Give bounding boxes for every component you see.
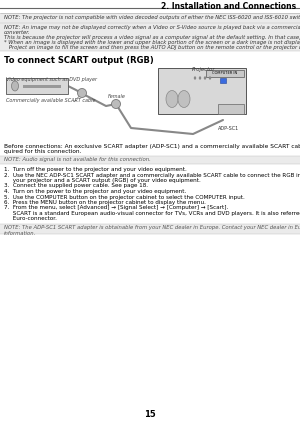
- Text: Euro-connector.: Euro-connector.: [4, 217, 57, 221]
- Circle shape: [112, 100, 121, 109]
- Text: NOTE: The ADP-SC1 SCART adapter is obtainable from your NEC dealer in Europe. Co: NOTE: The ADP-SC1 SCART adapter is obtai…: [4, 226, 300, 231]
- Text: SCART is a standard European audio-visual connector for TVs, VCRs and DVD player: SCART is a standard European audio-visua…: [4, 211, 300, 216]
- Text: 5.  Use the COMPUTER button on the projector cabinet to select the COMPUTER inpu: 5. Use the COMPUTER button on the projec…: [4, 195, 245, 200]
- Text: converter.: converter.: [4, 30, 31, 35]
- Text: 3.  Connect the supplied power cable. See page 18.: 3. Connect the supplied power cable. See…: [4, 184, 148, 189]
- Text: To connect SCART output (RGB): To connect SCART output (RGB): [4, 56, 154, 65]
- Text: 2. Installation and Connections: 2. Installation and Connections: [161, 2, 296, 11]
- Circle shape: [77, 89, 86, 98]
- Text: 1.  Turn off the power to the projector and your video equipment.: 1. Turn off the power to the projector a…: [4, 167, 187, 172]
- Text: Project an image to fill the screen and then press the AUTO ADJ button on the re: Project an image to fill the screen and …: [4, 45, 300, 50]
- Text: COMPUTER IN: COMPUTER IN: [212, 72, 238, 75]
- Text: 6.  Press the MENU button on the projector cabinet to display the menu.: 6. Press the MENU button on the projecto…: [4, 200, 206, 205]
- Text: Before connections: An exclusive SCART adapter (ADP-SC1) and a commercially avai: Before connections: An exclusive SCART a…: [4, 144, 300, 149]
- Text: 7.  From the menu, select [Advanced] → [Signal Select] → [Computer] → [Scart].: 7. From the menu, select [Advanced] → [S…: [4, 206, 228, 210]
- Text: 2.  Use the NEC ADP-SC1 SCART adapter and a commercially available SCART cable t: 2. Use the NEC ADP-SC1 SCART adapter and…: [4, 173, 300, 178]
- Text: Commercially available SCART cable: Commercially available SCART cable: [6, 98, 95, 103]
- Text: NOTE: An image may not be displayed correctly when a Video or S-Video source is : NOTE: An image may not be displayed corr…: [4, 25, 300, 30]
- Text: Female: Female: [108, 94, 126, 99]
- Text: information.: information.: [4, 231, 36, 236]
- Text: This is because the projector will process a video signal as a computer signal a: This is because the projector will proce…: [4, 35, 300, 40]
- Text: 15: 15: [144, 410, 156, 419]
- Text: Video equipment such as DVD player: Video equipment such as DVD player: [6, 77, 97, 82]
- Text: * When an image is displayed with the lower and upper black portion of the scree: * When an image is displayed with the lo…: [4, 40, 300, 45]
- Text: ADP-SC1: ADP-SC1: [218, 126, 239, 131]
- Text: your projector and a SCART output (RGB) of your video equipment.: your projector and a SCART output (RGB) …: [4, 178, 201, 183]
- Text: quired for this connection.: quired for this connection.: [4, 150, 81, 154]
- Text: NOTE: Audio signal is not available for this connection.: NOTE: Audio signal is not available for …: [4, 157, 151, 162]
- Text: 4.  Turn on the power to the projector and your video equipment.: 4. Turn on the power to the projector an…: [4, 189, 186, 194]
- Text: Projector: Projector: [192, 67, 215, 72]
- Text: NOTE: The projector is not compatible with video decoded outputs of either the N: NOTE: The projector is not compatible wi…: [4, 16, 300, 20]
